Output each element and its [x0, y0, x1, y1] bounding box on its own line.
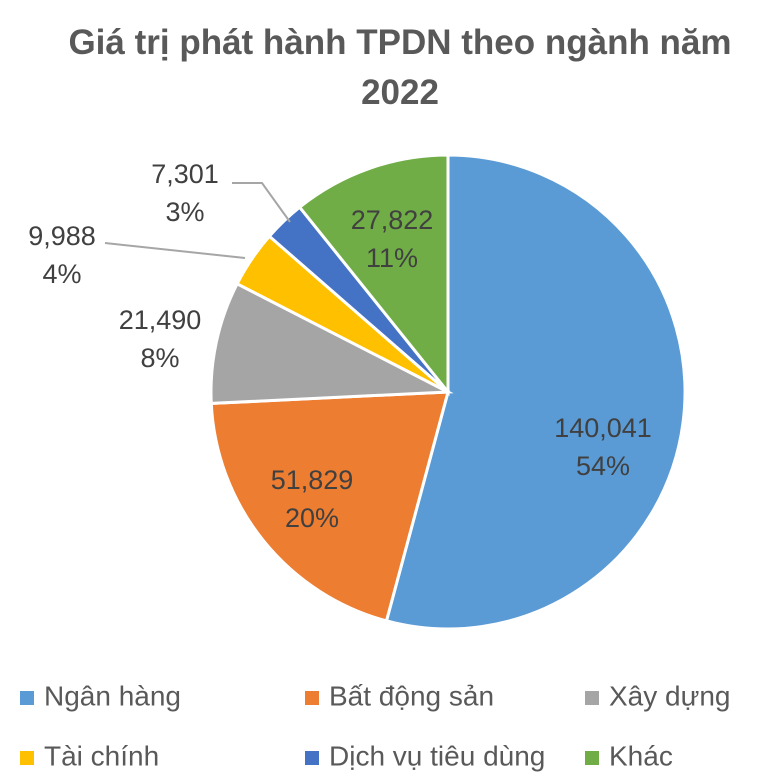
- data-label: 7,301: [151, 159, 219, 189]
- pie-slice: [297, 153, 450, 397]
- percent-label: 3%: [165, 197, 204, 227]
- legend-label: Khác: [609, 740, 673, 771]
- data-label: 21,490: [119, 305, 202, 335]
- data-label: 51,829: [271, 465, 354, 495]
- pie-slice: [384, 153, 687, 631]
- legend-swatch: [585, 691, 599, 705]
- legend-label: Tài chính: [44, 740, 159, 771]
- percent-label: 20%: [285, 503, 339, 533]
- legend-swatch: [20, 751, 34, 765]
- percent-label: 11%: [366, 243, 418, 273]
- leader-line: [104, 242, 246, 259]
- legend-label: Dịch vụ tiêu dùng: [329, 740, 545, 771]
- chart-title: Giá trị phát hành TPDN theo ngành năm 20…: [68, 23, 732, 112]
- percent-label: 8%: [140, 343, 179, 373]
- percent-label: 4%: [42, 259, 81, 289]
- legend-swatch: [585, 751, 599, 765]
- legend-label: Xây dựng: [609, 680, 731, 711]
- data-label: 27,822: [351, 205, 434, 235]
- legend-swatch: [305, 751, 319, 765]
- leader-line: [232, 182, 291, 223]
- pie-slice: [209, 281, 454, 405]
- legend-swatch: [20, 691, 34, 705]
- legend-label: Ngân hàng: [44, 680, 181, 711]
- legend-label: Bất động sản: [329, 680, 494, 711]
- percent-label: 54%: [576, 451, 630, 481]
- data-label: 9,988: [28, 221, 96, 251]
- legend-swatch: [305, 691, 319, 705]
- data-label: 140,041: [554, 413, 652, 443]
- pie-slice: [209, 390, 450, 623]
